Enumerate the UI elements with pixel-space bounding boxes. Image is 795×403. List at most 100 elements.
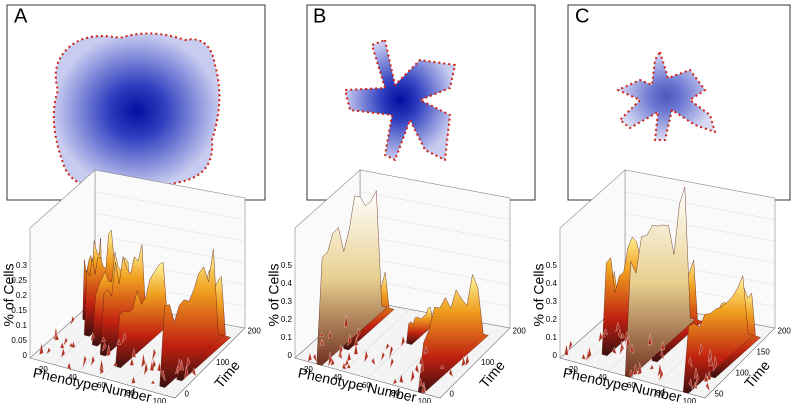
z-axis-label: % of Cells [266,263,282,326]
x-tick-label: 60 [97,381,106,390]
y-tick-label: 200 [248,327,262,336]
spike [101,336,106,342]
spike [564,344,569,356]
spike [389,357,394,369]
grid-line [359,256,511,285]
spike [90,354,95,367]
spike [327,352,333,368]
spike [307,352,313,362]
spike [71,340,76,348]
spike [581,353,586,360]
spike [392,378,398,385]
x-tick-label: 40 [68,373,77,382]
spike [356,327,361,340]
spike [464,354,470,367]
x-tick-label: 80 [126,389,135,398]
x-tick-label: 20 [569,365,578,374]
grid-line [94,191,246,220]
y-tick-label: 50 [715,390,724,399]
spike [659,350,665,360]
spike [712,356,718,372]
spike [90,331,95,342]
panel-label: C [575,5,589,27]
spike [46,347,51,355]
spike [419,355,424,366]
spike [461,356,466,368]
spike [122,332,127,343]
z-tick-label: 0 [23,351,28,360]
spike [185,357,191,369]
x-tick-label: 80 [391,389,400,398]
spike [151,347,157,362]
spike [399,373,404,383]
surface-plot: 0 0.1 0.2 0.3 0.4 0.5 20 40 60 80 100 0 100 200 % of C… [266,169,527,403]
spike [129,357,135,366]
spike [330,357,335,366]
spike [637,362,642,376]
y-tick-label: 0 [450,390,455,399]
spike [70,315,75,326]
spike [629,343,635,355]
spike [343,314,349,328]
spike [60,341,65,349]
ridge [418,273,489,394]
spike [633,364,638,375]
x-tick-label: 80 [656,389,665,398]
y-tick-label: 200 [513,327,527,336]
spike [400,334,406,347]
spike [414,363,420,374]
z-tick-label: 0.5 [546,261,558,270]
spike [587,346,592,360]
colony [344,39,456,161]
spike [363,349,369,363]
y-axis-label: Time [741,357,773,391]
y-tick-label: 100 [736,369,750,378]
spike [346,363,351,369]
z-tick-label: 0.3 [546,297,558,306]
spike [131,348,137,358]
grid-line [94,234,246,264]
z-tick-label: 0.05 [11,336,27,345]
grid-line [94,213,246,242]
spike [615,322,620,333]
ridge [159,249,224,388]
spike [346,351,352,362]
spike [319,339,324,348]
y-tick-label: 100 [216,358,230,367]
spike [116,338,122,345]
spike [385,342,390,351]
spike [150,379,156,385]
spike [157,361,162,373]
surface-plot: 0 0.1 0.2 0.3 0.4 0.5 20 40 60 80 100 50 100 150 200 % … [531,169,791,403]
z-tick-label: 0.4 [546,279,558,288]
spike [353,337,359,347]
colony [617,51,716,141]
spike [649,364,655,370]
spike [612,346,617,355]
spike [439,364,445,369]
spike [161,369,166,382]
ridge [625,186,696,378]
spike [39,343,44,356]
z-tick-label: 0.2 [281,315,293,324]
spike [418,377,423,388]
x-tick-label: 100 [418,397,432,403]
spike [568,340,573,352]
colony [52,32,221,190]
spike [347,334,352,347]
y-tick-label: 150 [757,348,771,357]
x-tick-label: 20 [304,365,313,374]
spike [419,361,425,374]
spike [603,328,608,336]
panel-label: B [313,5,326,27]
spike [60,347,66,358]
spike [698,343,704,356]
spike [131,375,136,384]
grid-line [359,213,511,242]
z-axis-label: % of Cells [531,263,547,326]
spike [388,345,394,360]
grid-line [359,234,511,264]
spike [328,330,333,339]
x-tick-label: 60 [627,381,636,390]
